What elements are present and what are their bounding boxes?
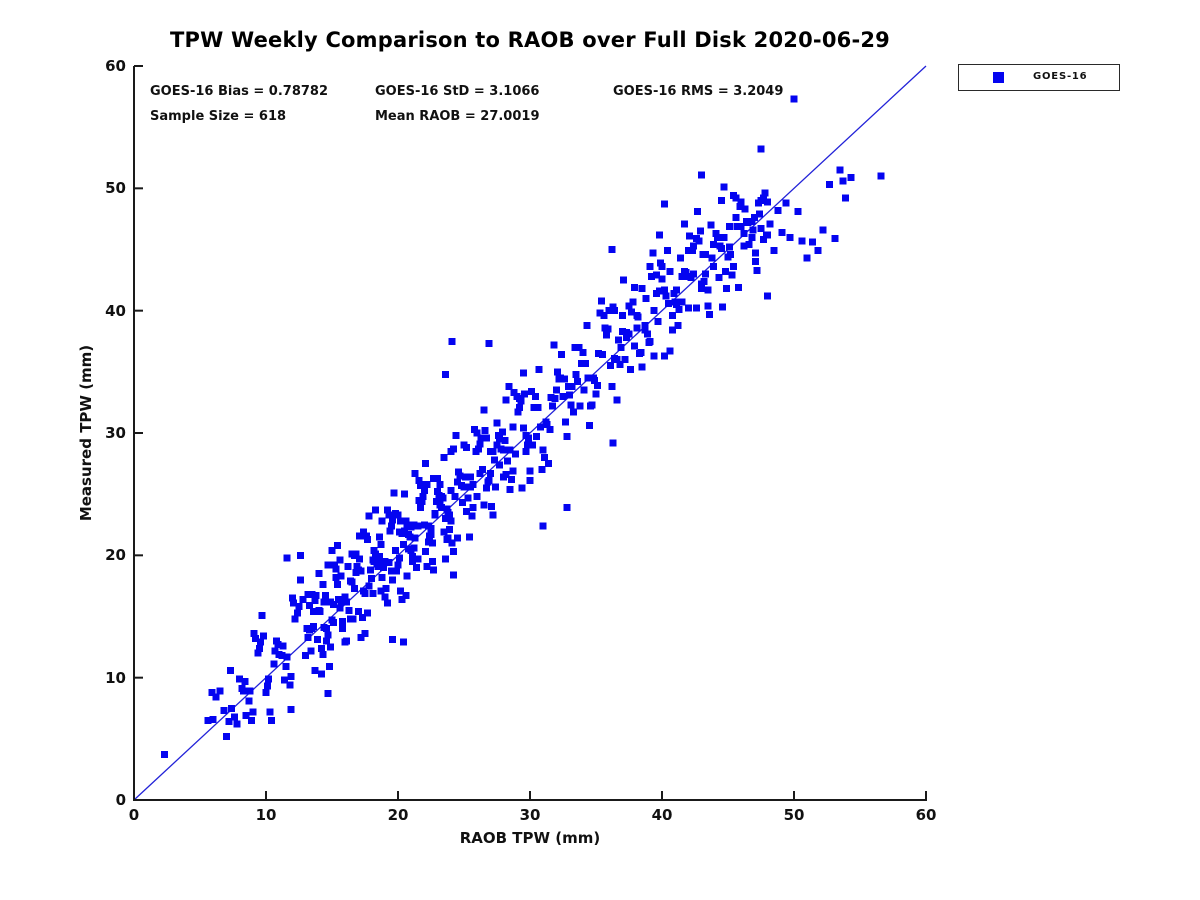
stats-sample-size: Sample Size = 618 [150,109,287,124]
legend-square-marker-icon [993,72,1004,83]
y-tick-label: 10 [105,668,126,687]
y-tick-label: 30 [105,424,126,442]
x-tick-label: 0 [128,806,140,824]
x-tick-label: 60 [915,806,937,824]
stats-rms: GOES-16 RMS = 3.2049 [613,84,784,99]
chart-title: TPW Weekly Comparison to RAOB over Full … [169,28,890,52]
y-tick-label: 20 [105,546,126,565]
x-tick-label: 20 [387,806,409,824]
stats-mean-raob: Mean RAOB = 27.0019 [375,109,540,124]
y-tick-label: 60 [105,57,126,75]
scatter-points [160,95,885,759]
stats-bias: GOES-16 Bias = 0.78782 [150,84,329,99]
y-tick-label: 0 [115,791,126,809]
tick-marks [133,65,927,801]
x-tick-label: 10 [255,806,277,824]
y-tick-label: 50 [105,179,126,198]
x-tick-label: 40 [651,806,673,824]
y-tick-label: 40 [105,301,126,320]
stats-std: GOES-16 StD = 3.1066 [375,84,540,99]
legend-label: GOES-16 [1033,71,1088,82]
x-axis-label: RAOB TPW (mm) [459,829,601,847]
x-tick-label: 50 [783,806,805,824]
legend-box: GOES-16 [958,64,1120,91]
x-tick-label: 30 [519,806,541,824]
